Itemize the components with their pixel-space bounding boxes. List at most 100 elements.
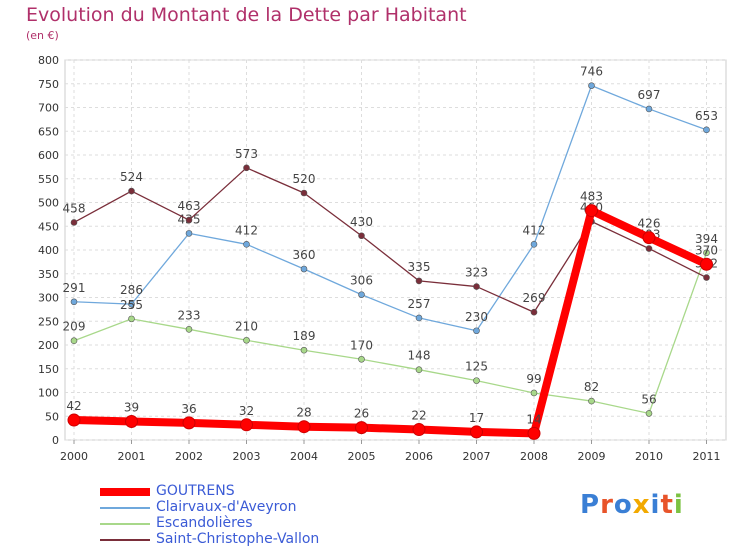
data-point — [70, 298, 78, 306]
data-label: 17 — [469, 411, 484, 425]
chart-title: Evolution du Montant de la Dette par Hab… — [26, 4, 467, 26]
data-point — [185, 230, 193, 237]
data-label: 148 — [408, 349, 431, 363]
data-label: 230 — [465, 310, 488, 324]
series-line — [73, 252, 708, 415]
data-label: 463 — [178, 199, 201, 213]
y-tick-label: 550 — [38, 173, 59, 186]
data-point — [358, 291, 365, 298]
data-label: 82 — [584, 380, 599, 394]
data-point — [300, 189, 308, 197]
data-label: 36 — [181, 402, 196, 416]
data-label: 189 — [293, 329, 316, 343]
x-tick-label: 2000 — [60, 450, 88, 463]
y-tick-label: 250 — [38, 315, 59, 328]
data-point — [527, 426, 541, 440]
data-label: 412 — [523, 223, 546, 237]
legend-label: Clairvaux-d'Aveyron — [156, 499, 297, 515]
series-line — [73, 167, 708, 313]
data-label: 22 — [411, 409, 426, 423]
data-point — [530, 389, 538, 397]
data-label: 483 — [580, 190, 603, 204]
data-point — [588, 82, 595, 89]
y-tick-label: 100 — [38, 387, 59, 400]
y-tick-label: 200 — [38, 339, 59, 352]
data-point — [530, 308, 538, 316]
data-label: 458 — [63, 201, 86, 215]
x-tick-label: 2001 — [118, 450, 146, 463]
data-label: 32 — [239, 404, 254, 418]
x-tick-label: 2007 — [463, 450, 491, 463]
data-point — [185, 326, 193, 333]
x-tick-label: 2003 — [233, 450, 261, 463]
data-label: 573 — [235, 147, 258, 161]
x-tick-label: 2008 — [520, 450, 548, 463]
data-point — [588, 397, 595, 405]
data-point — [470, 425, 483, 439]
data-label: 335 — [408, 260, 431, 274]
data-label: 210 — [235, 319, 258, 333]
data-point — [297, 420, 311, 434]
data-point — [358, 232, 365, 240]
y-tick-label: 500 — [38, 197, 59, 210]
data-label: 286 — [120, 283, 143, 297]
data-label: 323 — [465, 266, 488, 280]
data-point — [128, 315, 135, 323]
data-point — [243, 241, 250, 248]
y-tick-label: 800 — [38, 54, 59, 67]
data-point — [530, 241, 538, 248]
data-label: 257 — [408, 297, 431, 311]
data-point — [415, 314, 423, 322]
data-label: 520 — [293, 172, 316, 186]
y-tick-label: 700 — [38, 102, 59, 115]
data-label: 430 — [350, 215, 373, 229]
data-label: 524 — [120, 170, 143, 184]
x-tick-label: 2006 — [405, 450, 433, 463]
data-label: 370 — [695, 243, 718, 257]
data-point — [70, 219, 78, 226]
data-label: 125 — [465, 360, 488, 374]
y-tick-label: 350 — [38, 268, 59, 281]
data-label: 412 — [235, 223, 258, 237]
data-point — [645, 410, 653, 417]
y-tick-label: 450 — [38, 220, 59, 233]
legend-swatch — [100, 488, 150, 496]
legend-label: GOUTRENS — [156, 483, 235, 499]
y-tick-label: 150 — [38, 363, 59, 376]
data-point — [703, 274, 710, 281]
legend-swatch — [100, 539, 150, 541]
data-label: 255 — [120, 298, 143, 312]
data-point — [300, 265, 308, 273]
x-tick-label: 2005 — [348, 450, 376, 463]
x-tick-label: 2002 — [175, 450, 203, 463]
y-tick-label: 0 — [52, 434, 59, 447]
data-point — [355, 421, 368, 435]
y-tick-label: 750 — [38, 78, 59, 91]
data-point — [415, 366, 423, 374]
data-point — [67, 413, 81, 427]
data-point — [70, 337, 78, 345]
data-label: 233 — [178, 308, 201, 322]
data-label: 394 — [695, 232, 718, 246]
series-line — [73, 85, 708, 332]
x-tick-label: 2004 — [290, 450, 318, 463]
data-label: 42 — [66, 399, 81, 413]
data-label: 39 — [124, 400, 139, 414]
data-label: 697 — [638, 88, 661, 102]
data-point — [473, 377, 480, 384]
data-label: 653 — [695, 109, 718, 123]
data-label: 56 — [641, 392, 656, 406]
data-point — [300, 346, 308, 354]
data-point — [125, 414, 138, 428]
data-point — [703, 126, 710, 134]
legend-swatch — [100, 507, 150, 509]
data-point — [645, 245, 653, 252]
data-point — [240, 418, 253, 432]
x-tick-label: 2009 — [578, 450, 606, 463]
x-tick-label: 2010 — [635, 450, 663, 463]
data-point — [700, 257, 713, 271]
data-point — [243, 164, 250, 172]
data-point — [415, 277, 423, 285]
